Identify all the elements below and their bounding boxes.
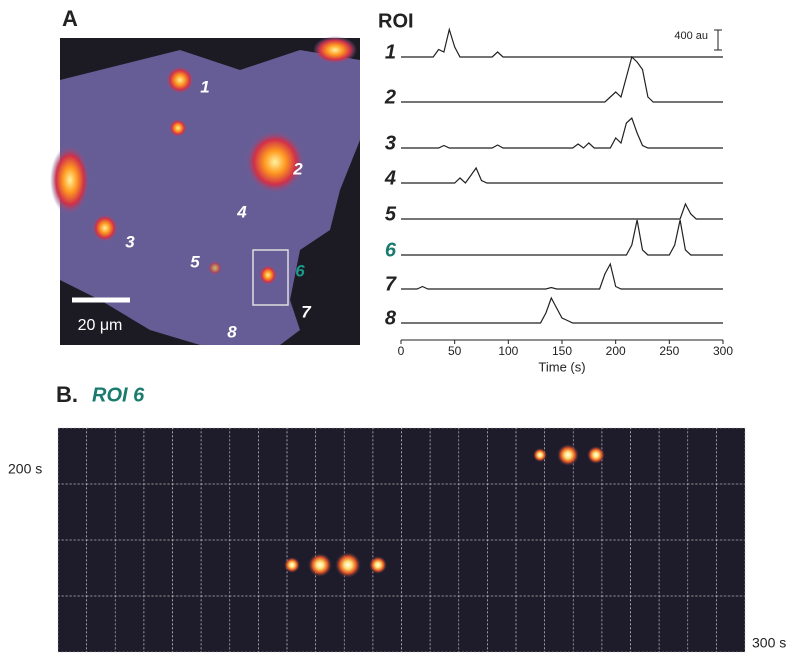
start-time-label: 200 s [8, 461, 42, 477]
x-tick-label: 300 [713, 344, 733, 358]
roi-image-label: 7 [301, 302, 312, 321]
series-label: 2 [384, 86, 396, 108]
series-label: 4 [384, 167, 396, 189]
trace [401, 116, 723, 149]
chart-title: ROI [378, 10, 414, 32]
image-montage [57, 427, 746, 653]
calcium-spot [369, 556, 387, 574]
micrograph: 20 μm [50, 36, 360, 345]
roi-image-label: 5 [190, 252, 200, 271]
frame [716, 539, 746, 597]
x-tick-label: 100 [498, 344, 518, 358]
trace [401, 27, 723, 58]
x-tick-label: 50 [448, 344, 462, 358]
x-tick-label: 0 [398, 344, 405, 358]
x-tick-label: 150 [552, 344, 572, 358]
calcium-spot [308, 553, 332, 577]
panel-title: ROI 6 [92, 384, 145, 406]
frame [716, 483, 746, 541]
end-time-label: 300 s [752, 635, 786, 651]
series-label: 7 [385, 273, 397, 295]
series-label: 3 [385, 132, 396, 154]
series-label: 5 [385, 203, 397, 225]
frame [716, 595, 746, 653]
roi-image-label: 1 [200, 77, 209, 96]
trace [401, 262, 723, 290]
calcium-spot [533, 448, 547, 462]
panel-label: A [62, 6, 78, 31]
calcium-spot [335, 552, 361, 578]
roi-image-label: 2 [292, 159, 303, 178]
scale-bar-label: 20 μm [78, 317, 123, 334]
trace [401, 55, 723, 103]
calcium-spot [557, 444, 579, 466]
trace [401, 166, 723, 184]
trace [401, 202, 723, 220]
x-tick-label: 250 [659, 344, 679, 358]
roi-image-label: 4 [236, 202, 247, 221]
frame [716, 427, 746, 485]
calcium-spot [587, 446, 605, 464]
series-label: 1 [385, 41, 396, 63]
series-label: 8 [385, 307, 397, 329]
x-tick-label: 200 [606, 344, 626, 358]
series-label: 6 [385, 239, 397, 261]
roi-image-label: 3 [125, 232, 135, 251]
trace [401, 219, 723, 256]
scale-bar-label: 400 au [674, 30, 708, 42]
roi-image-label: 8 [227, 322, 237, 341]
calcium-spot [284, 557, 300, 573]
trace [401, 296, 723, 324]
roi-image-label: 6 [295, 261, 305, 280]
x-axis-label: Time (s) [538, 359, 585, 374]
panel-label: B. [56, 382, 78, 407]
